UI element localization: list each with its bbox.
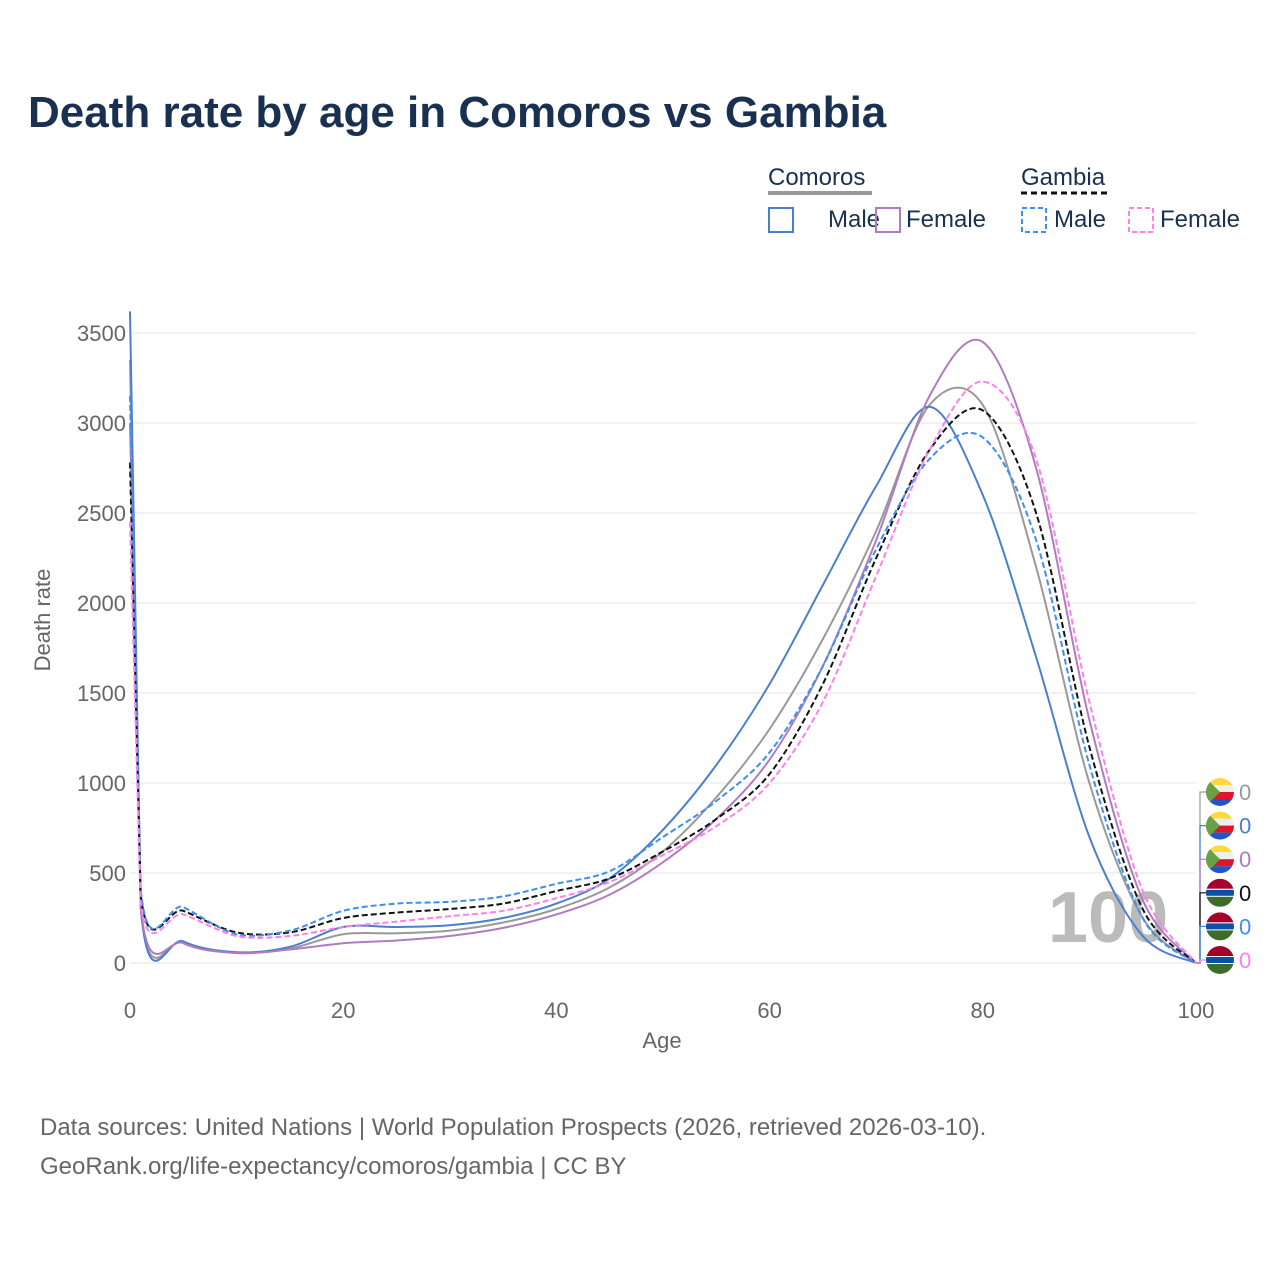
y-tick-label: 3000 [77,411,126,436]
legend-item-gambia-male[interactable]: Male [1054,206,1107,233]
legend-item-comoros-male[interactable]: Male [828,206,881,233]
legend-swatch-comoros-male [768,207,794,233]
end-label-connector [1196,858,1206,964]
series-line-comoros-female [129,338,1197,964]
x-tick-label: 100 [1178,998,1215,1023]
legend-swatch-gambia-male [1021,207,1047,233]
y-tick-label: 3500 [77,321,126,346]
series-line-gambia [129,407,1197,964]
end-value-label: 0 [1239,780,1251,805]
source-line: Data sources: United Nations | World Pop… [40,1114,987,1141]
x-tick-label: 80 [971,998,995,1023]
chart-title: Death rate by age in Comoros vs Gambia [28,88,887,137]
x-tick-label: 0 [124,998,136,1023]
end-label-connector [1196,892,1206,964]
series-line-comoros-male [129,311,1197,964]
series-line-gambia-female [129,380,1197,964]
gambia-flag-icon [1206,878,1234,907]
legend-group-label: Comoros [768,164,866,191]
source-link[interactable]: GeoRank.org/life-expectancy/comoros/gamb… [40,1153,627,1180]
y-tick-label: 1500 [77,681,126,706]
x-tick-label: 20 [331,998,355,1023]
x-tick-label: 40 [544,998,568,1023]
legend-group-comoros: Comoros [768,164,865,192]
watermark: 100 [1048,878,1168,958]
comoros-flag-icon [1206,845,1234,874]
comoros-flag-icon [1206,811,1234,840]
y-axis-label: Death rate [30,569,55,672]
end-value-label: 0 [1239,814,1251,839]
source-note: Data sources: United Nations | World Pop… [40,1108,986,1186]
legend-swatch-comoros-female [875,207,901,233]
end-label-connector [1196,825,1206,964]
y-tick-label: 0 [114,951,126,976]
end-value-label: 0 [1239,948,1251,973]
x-axis-label: Age [642,1028,681,1053]
y-tick-label: 1000 [77,771,126,796]
end-value-label: 0 [1239,881,1251,906]
y-tick-label: 2000 [77,591,126,616]
legend-swatch-gambia-female [1128,207,1154,233]
y-tick-label: 2500 [77,501,126,526]
x-tick-label: 60 [757,998,781,1023]
legend-group-gambia: Gambia [1021,164,1105,192]
end-value-label: 0 [1239,914,1251,939]
legend-item-comoros-female[interactable]: Female [906,206,987,233]
legend-item-gambia-female[interactable]: Female [1160,206,1241,233]
end-label-connector [1196,791,1206,964]
comoros-flag-icon [1206,778,1234,806]
end-label-connector [1196,959,1206,964]
legend-group-label: Gambia [1021,164,1106,191]
end-value-label: 0 [1239,847,1251,872]
gambia-flag-icon [1206,912,1234,941]
series-line-gambia-male [129,395,1197,964]
end-label-connector [1196,925,1206,964]
gambia-flag-icon [1206,946,1234,974]
y-tick-label: 500 [89,861,126,886]
